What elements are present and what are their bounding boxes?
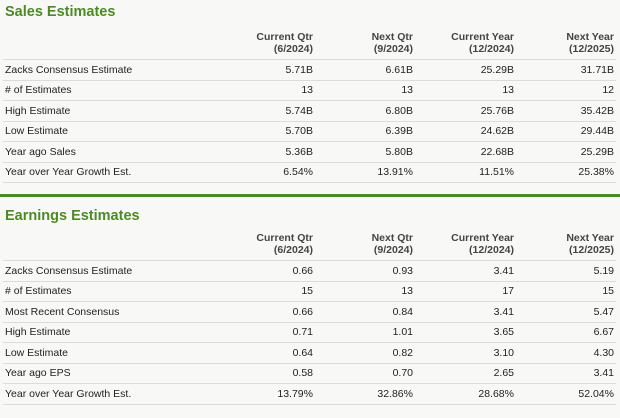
- table-header-row: Current Qtr (6/2024) Next Qtr (9/2024) Cur…: [3, 232, 616, 261]
- row-label: Year over Year Growth Est.: [3, 383, 203, 405]
- cell-value: 5.80B: [315, 141, 415, 162]
- table-row: Year over Year Growth Est. 13.79% 32.86%…: [3, 383, 616, 405]
- table-row: Zacks Consensus Estimate 5.71B 6.61B 25.…: [3, 59, 616, 80]
- cell-value: 0.70: [315, 362, 415, 384]
- cell-value: 0.66: [203, 260, 315, 281]
- table-row: Zacks Consensus Estimate 0.66 0.93 3.41 …: [3, 260, 616, 281]
- cell-value: 25.38%: [516, 161, 616, 183]
- cell-value: 0.93: [315, 260, 415, 281]
- cell-value: 12: [516, 79, 616, 101]
- cell-value: 13: [415, 79, 516, 101]
- cell-value: 3.65: [415, 321, 516, 343]
- table-row: High Estimate 5.74B 6.80B 25.76B 35.42B: [3, 100, 616, 121]
- header-current-year: Current Year (12/2024): [451, 232, 514, 256]
- header-current-qtr: Current Qtr (6/2024): [256, 232, 313, 256]
- table-row: Year ago EPS 0.58 0.70 2.65 3.41: [3, 362, 616, 384]
- row-label: Year over Year Growth Est.: [3, 161, 203, 183]
- cell-value: 17: [415, 280, 516, 302]
- table-row: Year over Year Growth Est. 6.54% 13.91% …: [3, 161, 616, 183]
- row-label: Low Estimate: [3, 342, 203, 363]
- header-next-qtr: Next Qtr (9/2024): [371, 232, 413, 256]
- sales-estimates-title: Sales Estimates: [5, 4, 116, 20]
- cell-value: 13: [315, 280, 415, 302]
- cell-value: 25.29B: [415, 59, 516, 80]
- cell-value: 35.42B: [516, 100, 616, 121]
- row-label: High Estimate: [3, 100, 203, 121]
- sales-estimates-section: Sales Estimates Current Qtr (6/2024) Next…: [0, 0, 620, 183]
- cell-value: 13.79%: [203, 383, 315, 405]
- table-row: # of Estimates 13 13 13 12: [3, 79, 616, 101]
- cell-value: 28.68%: [415, 383, 516, 405]
- header-current-year: Current Year (12/2024): [451, 31, 514, 55]
- row-label: # of Estimates: [3, 79, 203, 101]
- header-label-cell: [3, 31, 203, 60]
- row-label: Zacks Consensus Estimate: [3, 260, 203, 281]
- cell-value: 5.19: [516, 260, 616, 281]
- cell-value: 6.80B: [315, 100, 415, 121]
- cell-value: 0.71: [203, 321, 315, 343]
- cell-value: 29.44B: [516, 120, 616, 142]
- table-row: Low Estimate 5.70B 6.39B 24.62B 29.44B: [3, 120, 616, 142]
- cell-value: 13.91%: [315, 161, 415, 183]
- table-row: High Estimate 0.71 1.01 3.65 6.67: [3, 321, 616, 343]
- cell-value: 25.29B: [516, 141, 616, 162]
- cell-value: 3.10: [415, 342, 516, 363]
- cell-value: 0.64: [203, 342, 315, 363]
- cell-value: 25.76B: [415, 100, 516, 121]
- cell-value: 15: [203, 280, 315, 302]
- cell-value: 0.58: [203, 362, 315, 384]
- cell-value: 2.65: [415, 362, 516, 384]
- table-row: Most Recent Consensus 0.66 0.84 3.41 5.4…: [3, 301, 616, 322]
- cell-value: 3.41: [415, 260, 516, 281]
- table-row: Year ago Sales 5.36B 5.80B 22.68B 25.29B: [3, 141, 616, 162]
- cell-value: 1.01: [315, 321, 415, 343]
- cell-value: 5.70B: [203, 120, 315, 142]
- earnings-estimates-section: Earnings Estimates Current Qtr (6/2024) N…: [0, 197, 620, 405]
- row-label: Year ago Sales: [3, 141, 203, 162]
- section-divider: [0, 194, 620, 197]
- cell-value: 0.66: [203, 301, 315, 322]
- header-current-qtr: Current Qtr (6/2024): [256, 31, 313, 55]
- cell-value: 4.30: [516, 342, 616, 363]
- cell-value: 6.61B: [315, 59, 415, 80]
- earnings-estimates-title: Earnings Estimates: [5, 208, 140, 224]
- table-row: # of Estimates 15 13 17 15: [3, 280, 616, 302]
- cell-value: 3.41: [516, 362, 616, 384]
- cell-value: 13: [315, 79, 415, 101]
- row-label: Most Recent Consensus: [3, 301, 203, 322]
- cell-value: 32.86%: [315, 383, 415, 405]
- cell-value: 5.74B: [203, 100, 315, 121]
- row-label: Zacks Consensus Estimate: [3, 59, 203, 80]
- cell-value: 22.68B: [415, 141, 516, 162]
- header-next-year: Next Year (12/2025): [566, 232, 614, 256]
- cell-value: 0.84: [315, 301, 415, 322]
- earnings-estimates-table: Current Qtr (6/2024) Next Qtr (9/2024) Cur…: [3, 232, 616, 405]
- cell-value: 11.51%: [415, 161, 516, 183]
- header-next-year: Next Year (12/2025): [566, 31, 614, 55]
- cell-value: 6.39B: [315, 120, 415, 142]
- cell-value: 6.67: [516, 321, 616, 343]
- row-label: Low Estimate: [3, 120, 203, 142]
- sales-estimates-table: Current Qtr (6/2024) Next Qtr (9/2024) Cur…: [3, 31, 616, 183]
- cell-value: 5.36B: [203, 141, 315, 162]
- table-row: Low Estimate 0.64 0.82 3.10 4.30: [3, 342, 616, 363]
- cell-value: 5.71B: [203, 59, 315, 80]
- cell-value: 24.62B: [415, 120, 516, 142]
- header-label-cell: [3, 232, 203, 261]
- table-header-row: Current Qtr (6/2024) Next Qtr (9/2024) Cur…: [3, 31, 616, 60]
- row-label: Year ago EPS: [3, 362, 203, 384]
- cell-value: 0.82: [315, 342, 415, 363]
- cell-value: 6.54%: [203, 161, 315, 183]
- row-label: # of Estimates: [3, 280, 203, 302]
- cell-value: 13: [203, 79, 315, 101]
- row-label: High Estimate: [3, 321, 203, 343]
- cell-value: 31.71B: [516, 59, 616, 80]
- cell-value: 3.41: [415, 301, 516, 322]
- cell-value: 52.04%: [516, 383, 616, 405]
- cell-value: 5.47: [516, 301, 616, 322]
- cell-value: 15: [516, 280, 616, 302]
- header-next-qtr: Next Qtr (9/2024): [371, 31, 413, 55]
